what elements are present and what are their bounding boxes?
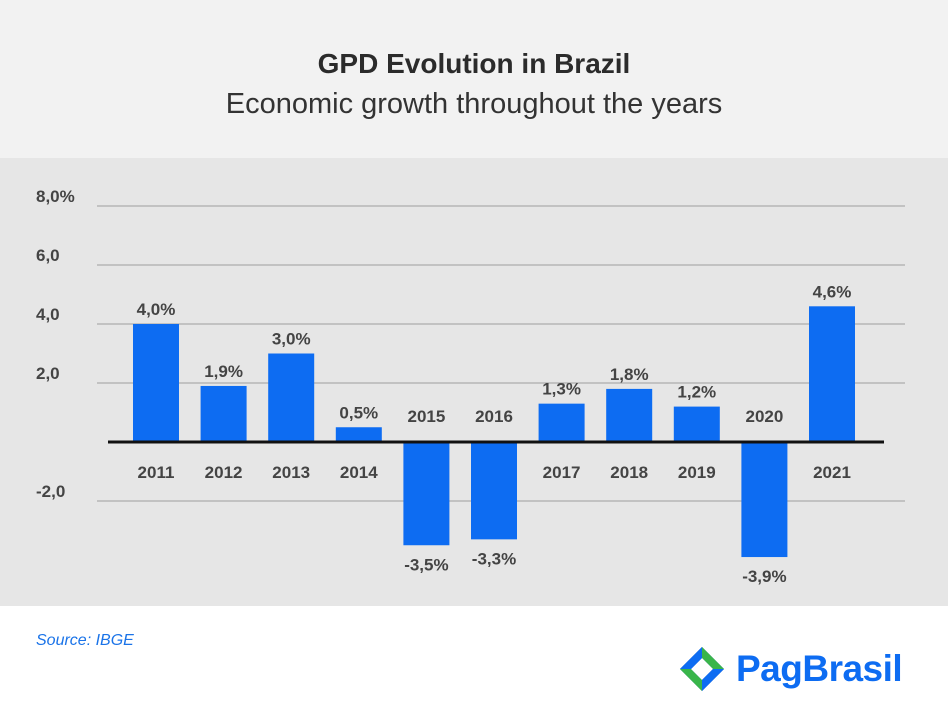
bar bbox=[606, 388, 653, 442]
x-tick-label: 2016 bbox=[475, 407, 513, 426]
bar bbox=[200, 385, 247, 442]
brand-name: PagBrasil bbox=[736, 648, 903, 689]
bar bbox=[538, 403, 585, 442]
chart-title: GPD Evolution in Brazil bbox=[317, 48, 631, 79]
pagbrasil-logo-icon bbox=[680, 647, 724, 691]
data-label: 3,0% bbox=[272, 330, 311, 349]
data-label: 1,3% bbox=[542, 380, 581, 399]
data-label: 0,5% bbox=[339, 403, 378, 422]
chart-subtitle: Economic growth throughout the years bbox=[225, 88, 723, 120]
bar bbox=[471, 442, 517, 540]
bar bbox=[741, 442, 788, 558]
x-tick-label: 2014 bbox=[340, 463, 378, 482]
y-tick-label: 4,0 bbox=[36, 305, 60, 324]
bar bbox=[673, 406, 720, 442]
source-note: Source: IBGE bbox=[36, 632, 134, 649]
bar bbox=[268, 353, 315, 442]
x-tick-label: 2019 bbox=[678, 463, 716, 482]
data-label: 4,6% bbox=[813, 282, 852, 301]
data-label: -3,9% bbox=[742, 567, 786, 586]
data-label: 4,0% bbox=[137, 300, 176, 319]
x-tick-label: 2020 bbox=[745, 407, 783, 426]
x-tick-label: 2021 bbox=[813, 463, 851, 482]
data-label: -3,5% bbox=[404, 555, 448, 574]
bar bbox=[809, 306, 855, 442]
y-tick-label: -2,0 bbox=[36, 482, 65, 501]
brand-logo: PagBrasil bbox=[678, 644, 903, 694]
y-tick-label: 8,0% bbox=[36, 187, 75, 206]
x-tick-label: 2018 bbox=[610, 463, 648, 482]
y-tick-label: 6,0 bbox=[36, 246, 60, 265]
bar bbox=[335, 427, 382, 442]
x-tick-label: 2015 bbox=[407, 407, 445, 426]
x-tick-label: 2017 bbox=[543, 463, 581, 482]
x-tick-label: 2013 bbox=[272, 463, 310, 482]
footer: Source: IBGE PagBrasil bbox=[0, 606, 948, 708]
data-label: -3,3% bbox=[472, 549, 516, 568]
bar bbox=[133, 324, 179, 442]
bar-chart: 8,0% 6,0 4,0 2,0 -2,0 4,0% 2011 1,9% 2012 3,0% 201… bbox=[36, 187, 905, 586]
data-label: 1,9% bbox=[204, 362, 243, 381]
x-tick-label: 2012 bbox=[205, 463, 243, 482]
x-tick-label: 2011 bbox=[138, 463, 175, 482]
y-tick-label: 2,0 bbox=[36, 364, 60, 383]
data-label: 1,8% bbox=[610, 365, 649, 384]
data-label: 1,2% bbox=[677, 383, 716, 402]
bar bbox=[403, 442, 450, 546]
plot-panel: 8,0% 6,0 4,0 2,0 -2,0 4,0% 2011 1,9% 2012 3,0% 201… bbox=[0, 158, 948, 606]
